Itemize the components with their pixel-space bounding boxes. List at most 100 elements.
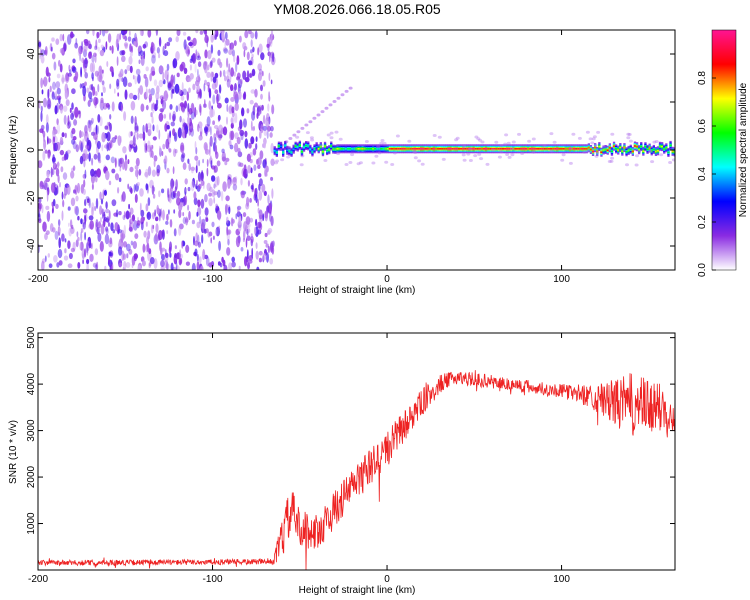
spectrogram-signal-cell bbox=[395, 148, 398, 150]
spectrogram-noise-blob bbox=[204, 148, 210, 155]
spectrogram-noise-blob bbox=[243, 229, 246, 241]
spectrogram-haze bbox=[626, 132, 631, 136]
spectrogram-noise-blob bbox=[211, 175, 216, 182]
spectrogram-noise-blob bbox=[70, 247, 75, 253]
spectrogram-haze bbox=[499, 144, 504, 148]
spectrogram-noise-blob bbox=[252, 148, 257, 156]
spectrogram-noise-blob bbox=[56, 118, 59, 126]
spectrogram-haze bbox=[286, 155, 291, 159]
spectrogram-noise-blob bbox=[82, 188, 86, 195]
x-tick-label: 0 bbox=[384, 574, 390, 585]
spectrogram-noise-blob bbox=[114, 222, 119, 232]
spectrogram-haze bbox=[593, 143, 598, 147]
spectrogram-noise-blob bbox=[65, 99, 70, 107]
spectrogram-noise-blob bbox=[83, 208, 88, 214]
spectrogram-signal-cell bbox=[585, 148, 588, 150]
spectrogram-noise-blob bbox=[43, 76, 48, 87]
spectrogram-signal-cell bbox=[598, 145, 601, 148]
spectrogram-noise-blob bbox=[38, 160, 43, 169]
spectrogram-noise-blob bbox=[154, 233, 158, 242]
spectrogram-signal-cell bbox=[575, 148, 578, 150]
spectrogram-noise-blob bbox=[187, 186, 191, 192]
spectrogram-noise-blob bbox=[175, 51, 180, 61]
spectrogram-noise-blob bbox=[158, 112, 164, 122]
spectrogram-noise-blob bbox=[212, 76, 217, 84]
spectrogram-noise-blob bbox=[171, 88, 175, 94]
spectrogram-noise-blob bbox=[51, 208, 54, 214]
spectrogram-signal-cell bbox=[445, 148, 448, 150]
spectrogram-signal-cell bbox=[309, 148, 312, 151]
spectrogram-noise-blob bbox=[187, 158, 190, 164]
spectrogram-noise-blob bbox=[43, 97, 47, 108]
spectrogram-noise-blob bbox=[244, 30, 249, 39]
spectrogram-noise-blob bbox=[58, 237, 61, 249]
spectrogram-noise-blob bbox=[170, 121, 175, 127]
spectrogram-noise-blob bbox=[240, 177, 243, 186]
spectrogram-signal-cell bbox=[627, 149, 630, 152]
spectrogram-noise-blob bbox=[68, 64, 71, 72]
spectrogram-noise-blob bbox=[204, 144, 208, 154]
spectrogram-noise-blob bbox=[80, 218, 83, 225]
spectrogram-noise-blob bbox=[75, 239, 79, 248]
spectrogram-noise-blob bbox=[216, 160, 221, 167]
spectrogram-noise-blob bbox=[269, 132, 273, 138]
spectrogram-noise-blob bbox=[193, 191, 197, 200]
spectrogram-noise-blob bbox=[258, 183, 261, 191]
spectrogram-noise-blob bbox=[262, 80, 266, 87]
spectrogram-noise-blob bbox=[225, 157, 230, 162]
spectrogram-noise-blob bbox=[60, 166, 64, 173]
spectrogram-noise-blob bbox=[41, 204, 44, 214]
spectrogram-noise-blob bbox=[105, 226, 109, 232]
spectrogram-noise-blob bbox=[187, 115, 190, 125]
spectrogram-noise-blob bbox=[188, 162, 191, 172]
spectrogram-noise-blob bbox=[161, 151, 164, 156]
spectrogram-noise-blob bbox=[117, 158, 121, 167]
spectrogram-noise-blob bbox=[71, 224, 74, 230]
spectrogram-noise-blob bbox=[213, 165, 218, 173]
spectrogram-noise-blob bbox=[189, 64, 192, 71]
spectrogram-noise-blob bbox=[176, 72, 180, 78]
spectrogram-noise-blob bbox=[146, 144, 152, 153]
spectrogram-noise-blob bbox=[187, 77, 192, 82]
spectrogram-faint-track bbox=[324, 106, 329, 110]
spectrogram-haze bbox=[585, 149, 590, 153]
spectrogram-noise-blob bbox=[196, 55, 202, 61]
spectrogram-noise-blob bbox=[174, 245, 177, 250]
spectrogram-signal-cell bbox=[487, 148, 490, 150]
spectrogram-noise-blob bbox=[168, 37, 173, 43]
spectrogram-haze bbox=[531, 137, 536, 141]
spectrogram-haze bbox=[376, 145, 381, 149]
spectrogram-noise-blob bbox=[150, 112, 153, 118]
spectrogram-noise-blob bbox=[72, 136, 77, 141]
spectrogram-noise-blob bbox=[152, 193, 156, 199]
spectrogram-haze bbox=[509, 147, 514, 151]
spectrogram-signal-cell bbox=[277, 145, 281, 147]
spectrogram-noise-blob bbox=[109, 237, 113, 245]
spectrogram-signal-cell bbox=[439, 148, 442, 150]
spectrogram-noise-blob bbox=[204, 126, 209, 132]
colorbar-tick-label: 0.2 bbox=[697, 215, 708, 229]
spectrogram-haze bbox=[374, 154, 379, 158]
spectrogram-noise-blob bbox=[127, 159, 130, 165]
spectrogram-haze bbox=[627, 133, 632, 136]
spectrogram-noise-blob bbox=[109, 122, 112, 132]
spectrogram-noise-blob bbox=[58, 97, 61, 105]
spectrogram-signal-cell bbox=[506, 148, 509, 150]
spectrogram-noise-blob bbox=[42, 221, 47, 232]
spectrogram-haze bbox=[300, 154, 305, 158]
spectrogram-haze bbox=[560, 158, 565, 162]
spectrogram-noise-blob bbox=[204, 49, 208, 59]
spectrogram-noise-blob bbox=[140, 209, 145, 218]
spectrogram-noise-blob bbox=[147, 140, 151, 149]
spectrogram-signal-cell bbox=[334, 148, 337, 151]
spectrogram-noise-blob bbox=[128, 131, 132, 138]
spectrogram-noise-blob bbox=[88, 242, 92, 249]
spectrogram-noise-blob bbox=[38, 203, 42, 213]
spectrogram-noise-blob bbox=[156, 47, 160, 54]
spectrogram-noise-blob bbox=[67, 263, 73, 269]
spectrogram-noise-blob bbox=[67, 72, 73, 77]
spectrogram-signal-cell bbox=[279, 145, 283, 148]
spectrogram-noise-blob bbox=[100, 44, 104, 49]
spectrogram-noise-blob bbox=[188, 107, 193, 115]
spectrogram-noise-blob bbox=[202, 158, 205, 164]
